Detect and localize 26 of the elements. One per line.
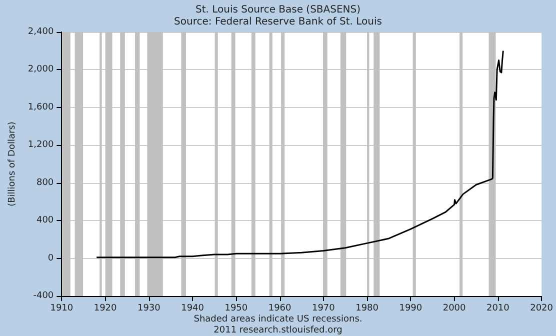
x-tick-label: 2000	[442, 304, 466, 314]
y-tick-label: 1,200	[28, 140, 54, 150]
x-tick-label: 1990	[399, 304, 422, 314]
y-tick-label: 400	[36, 216, 54, 226]
y-tick-label: -400	[33, 291, 54, 301]
line-series	[96, 50, 504, 258]
y-tick-label: 800	[36, 178, 54, 188]
x-tick-label: 1920	[94, 304, 118, 314]
y-tick-label: 0	[48, 253, 54, 264]
chart-title: St. Louis Source Base (SBASENS)	[195, 4, 361, 16]
text: 2011 research.stlouisfed.org	[214, 326, 342, 336]
x-tick-label: 1940	[181, 304, 204, 314]
x-tick-label: 2010	[486, 304, 510, 314]
x-tick-label: 1930	[137, 304, 161, 314]
x-tick-label: 1970	[312, 304, 336, 314]
x-tick-label: 1960	[268, 304, 292, 314]
x-tick-label: 1910	[50, 304, 74, 314]
y-tick-label: 2,000	[28, 64, 54, 75]
x-tick-label: 2020	[530, 304, 554, 314]
x-tick-label: 1980	[356, 304, 379, 314]
y-tick-label: 2,400	[28, 27, 54, 37]
y-tick-label: 1,600	[28, 102, 54, 112]
chart-subtitle: Source: Federal Reserve Bank of St. Louis	[174, 16, 382, 28]
x-tick-label: 1950	[224, 304, 248, 314]
y-axis-title: (Billions of Dollars)	[8, 122, 18, 206]
text: Shaded areas indicate US recessions.	[194, 314, 362, 324]
